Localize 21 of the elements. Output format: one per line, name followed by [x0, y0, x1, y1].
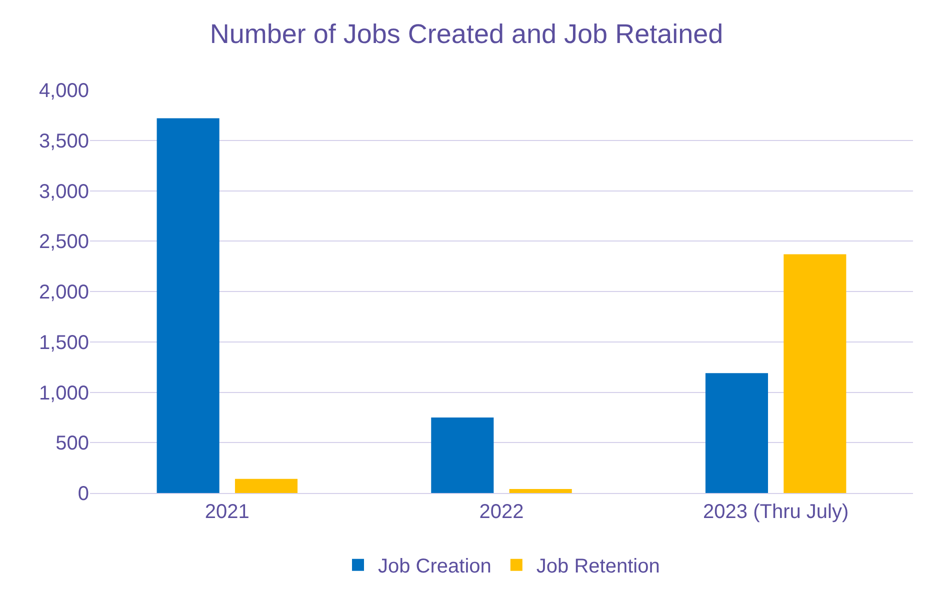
bar [234, 478, 298, 493]
x-tick-label: 2022 [479, 501, 524, 524]
bar [705, 373, 768, 493]
x-tick-label: 2023 (Thru July) [703, 501, 849, 524]
y-tick-label: 500 [56, 432, 89, 455]
bar [509, 488, 572, 493]
bar [431, 417, 494, 493]
y-tick-label: 4,000 [38, 80, 89, 102]
legend-label: Job Retention [536, 556, 660, 578]
y-tick-label: 1,000 [38, 382, 89, 404]
bar [784, 254, 846, 493]
y-tick-label: 0 [78, 483, 89, 505]
x-tick-label: 2021 [204, 501, 250, 524]
y-tick-label: 3,500 [38, 130, 89, 152]
legend-label: Job Creation [378, 556, 492, 578]
y-tick-label: 2,500 [38, 231, 89, 254]
y-tick-label: 2,000 [38, 282, 89, 304]
chart-title: Number of Jobs Created and Job Retained [210, 19, 724, 50]
bar [156, 118, 220, 493]
y-tick-label: 1,500 [38, 332, 89, 354]
y-tick-label: 3,000 [38, 180, 89, 203]
